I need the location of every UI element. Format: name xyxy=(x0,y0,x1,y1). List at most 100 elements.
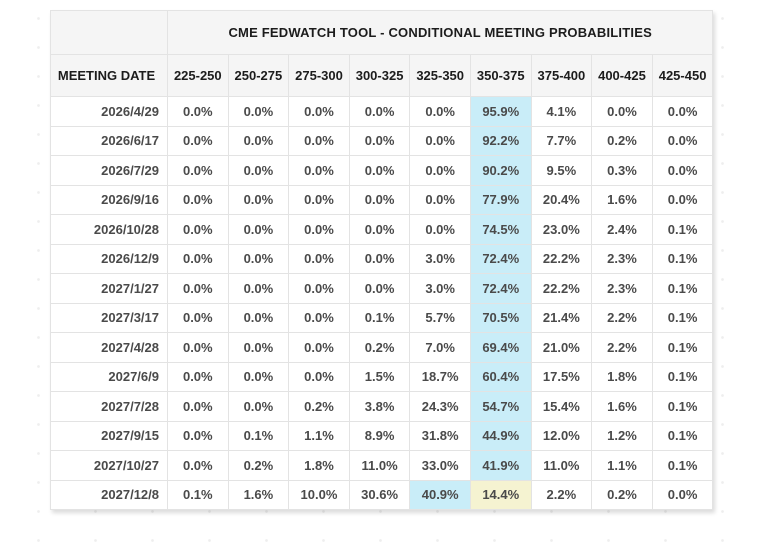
probability-cell: 21.0% xyxy=(530,332,593,363)
probability-cell: 0.0% xyxy=(651,479,714,510)
probability-cell: 0.0% xyxy=(227,243,290,274)
table-row: 2027/9/15 0.0% 0.1% 1.1% 8.9% 31.8% 44.9% 12.0%… xyxy=(50,420,714,451)
table-row: 2027/4/28 0.0% 0.0% 0.0% 0.2% 7.0% 69.4% 21.0% 2… xyxy=(50,332,714,363)
probability-cell: 0.1% xyxy=(167,479,229,510)
probability-cell: 3.0% xyxy=(409,243,471,274)
probability-cell: 0.1% xyxy=(651,302,714,333)
probability-cell: 0.0% xyxy=(227,96,290,127)
probability-cell: 0.0% xyxy=(167,125,229,156)
column-header-row: MEETING DATE 225-250 250-275 275-300 300-32… xyxy=(50,54,714,97)
rate-column-header: 350-375 xyxy=(469,54,532,97)
rate-column-header: 375-400 xyxy=(530,54,593,97)
probability-cell: 0.0% xyxy=(227,184,290,215)
probability-cell: 0.0% xyxy=(227,361,290,392)
probability-cell: 41.9% xyxy=(469,450,532,481)
probability-cell: 1.8% xyxy=(591,361,653,392)
probability-cell: 0.0% xyxy=(167,243,229,274)
probability-cell: 0.0% xyxy=(167,391,229,422)
rate-column-header: 400-425 xyxy=(591,54,653,97)
probability-cell: 3.0% xyxy=(409,273,471,304)
probability-cell: 44.9% xyxy=(469,420,532,451)
meeting-date-cell: 2027/6/9 xyxy=(50,361,168,392)
probability-cell: 7.7% xyxy=(530,125,593,156)
meeting-date-cell: 2027/3/17 xyxy=(50,302,168,333)
probability-cell: 54.7% xyxy=(469,391,532,422)
probability-cell: 0.1% xyxy=(651,450,714,481)
meeting-date-cell: 2026/6/17 xyxy=(50,125,168,156)
probability-cell: 2.2% xyxy=(591,332,653,363)
probability-cell: 20.4% xyxy=(530,184,593,215)
probability-cell: 0.1% xyxy=(651,214,714,245)
probability-cell: 0.0% xyxy=(227,125,290,156)
probability-cell: 12.0% xyxy=(530,420,593,451)
probability-cell: 11.0% xyxy=(348,450,411,481)
probability-cell: 0.0% xyxy=(227,273,290,304)
probability-cell: 77.9% xyxy=(469,184,532,215)
meeting-date-cell: 2027/9/15 xyxy=(50,420,168,451)
probability-cell: 0.2% xyxy=(591,125,653,156)
probability-cell: 5.7% xyxy=(409,302,471,333)
probability-cell: 0.0% xyxy=(409,96,471,127)
probability-cell: 0.0% xyxy=(227,214,290,245)
probability-cell: 1.5% xyxy=(348,361,411,392)
probability-cell: 0.2% xyxy=(591,479,653,510)
probability-cell: 60.4% xyxy=(469,361,532,392)
probability-cell: 0.0% xyxy=(409,184,471,215)
probability-cell: 90.2% xyxy=(469,155,532,186)
probability-cell: 40.9% xyxy=(409,479,471,510)
probability-cell: 0.0% xyxy=(288,302,350,333)
probability-cell: 0.2% xyxy=(227,450,290,481)
probability-cell: 70.5% xyxy=(469,302,532,333)
rate-column-header: 325-350 xyxy=(409,54,471,97)
probability-cell: 1.6% xyxy=(227,479,290,510)
probability-cell: 0.0% xyxy=(348,214,411,245)
table-title: CME FEDWATCH TOOL - CONDITIONAL MEETING … xyxy=(166,10,714,55)
probability-cell: 0.1% xyxy=(651,332,714,363)
probability-cell: 23.0% xyxy=(530,214,593,245)
rate-column-header: 300-325 xyxy=(348,54,411,97)
probability-cell: 7.0% xyxy=(409,332,471,363)
probability-cell: 0.0% xyxy=(348,243,411,274)
probability-cell: 0.0% xyxy=(167,184,229,215)
probability-cell: 1.1% xyxy=(288,420,350,451)
probability-cell: 15.4% xyxy=(530,391,593,422)
probability-cell: 1.2% xyxy=(591,420,653,451)
probability-cell: 0.0% xyxy=(288,214,350,245)
probability-cell: 0.0% xyxy=(348,273,411,304)
probability-cell: 0.0% xyxy=(348,184,411,215)
fedwatch-probabilities-table: CME FEDWATCH TOOL - CONDITIONAL MEETING … xyxy=(50,10,714,510)
probability-cell: 10.0% xyxy=(288,479,350,510)
probability-cell: 1.6% xyxy=(591,391,653,422)
probability-cell: 72.4% xyxy=(469,243,532,274)
table-row: 2027/6/9 0.0% 0.0% 0.0% 1.5% 18.7% 60.4% 17.5% 1… xyxy=(50,361,714,392)
probability-cell: 0.0% xyxy=(409,214,471,245)
probability-cell: 0.1% xyxy=(227,420,290,451)
meeting-date-cell: 2027/1/27 xyxy=(50,273,168,304)
probability-cell: 8.9% xyxy=(348,420,411,451)
rate-column-header: 425-450 xyxy=(651,54,714,97)
title-row: CME FEDWATCH TOOL - CONDITIONAL MEETING … xyxy=(50,10,714,55)
table-row: 2026/7/29 0.0% 0.0% 0.0% 0.0% 0.0% 90.2% 9.5% 0.… xyxy=(50,155,714,186)
table-row: 2027/12/8 0.1% 1.6% 10.0% 30.6% 40.9% 14.4% 2.2… xyxy=(50,479,714,510)
probability-cell: 0.0% xyxy=(288,361,350,392)
probability-cell: 2.3% xyxy=(591,273,653,304)
rate-column-header: 225-250 xyxy=(167,54,229,97)
meeting-date-cell: 2027/12/8 xyxy=(50,479,168,510)
probability-cell: 2.2% xyxy=(530,479,593,510)
probability-cell: 0.3% xyxy=(591,155,653,186)
probability-cell: 17.5% xyxy=(530,361,593,392)
probability-cell: 18.7% xyxy=(409,361,471,392)
probability-cell: 0.1% xyxy=(651,243,714,274)
probability-cell: 0.0% xyxy=(167,450,229,481)
probability-cell: 0.0% xyxy=(288,184,350,215)
meeting-date-cell: 2027/4/28 xyxy=(50,332,168,363)
meeting-date-cell: 2026/12/9 xyxy=(50,243,168,274)
probability-cell: 0.0% xyxy=(288,332,350,363)
probability-cell: 0.0% xyxy=(409,125,471,156)
meeting-date-cell: 2026/9/16 xyxy=(50,184,168,215)
probability-cell: 24.3% xyxy=(409,391,471,422)
probability-cell: 0.0% xyxy=(167,214,229,245)
probability-cell: 0.0% xyxy=(167,96,229,127)
probability-cell: 0.0% xyxy=(288,155,350,186)
meeting-date-header: MEETING DATE xyxy=(50,54,168,97)
